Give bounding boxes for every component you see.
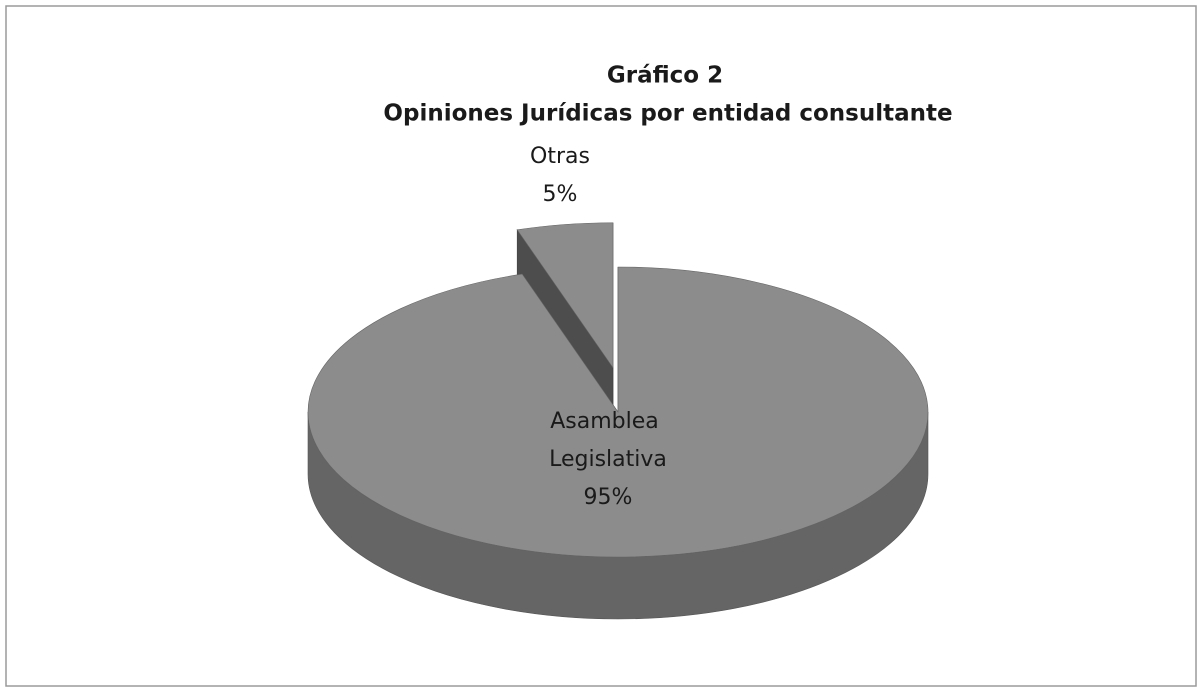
chart-title: Gráfico 2 — [607, 63, 723, 89]
pie — [307, 222, 929, 620]
slice-top — [307, 266, 929, 558]
slice — [307, 266, 929, 620]
slice-label: Asamblea Legislativa — [549, 409, 667, 472]
slice-value-label: 95% — [584, 485, 633, 510]
slice-top — [516, 222, 614, 369]
slice-value-label: 5% — [543, 182, 578, 207]
chart-subtitle: Opiniones Jurídicas por entidad consulta… — [383, 101, 952, 127]
slice-label: Otras — [530, 144, 590, 169]
